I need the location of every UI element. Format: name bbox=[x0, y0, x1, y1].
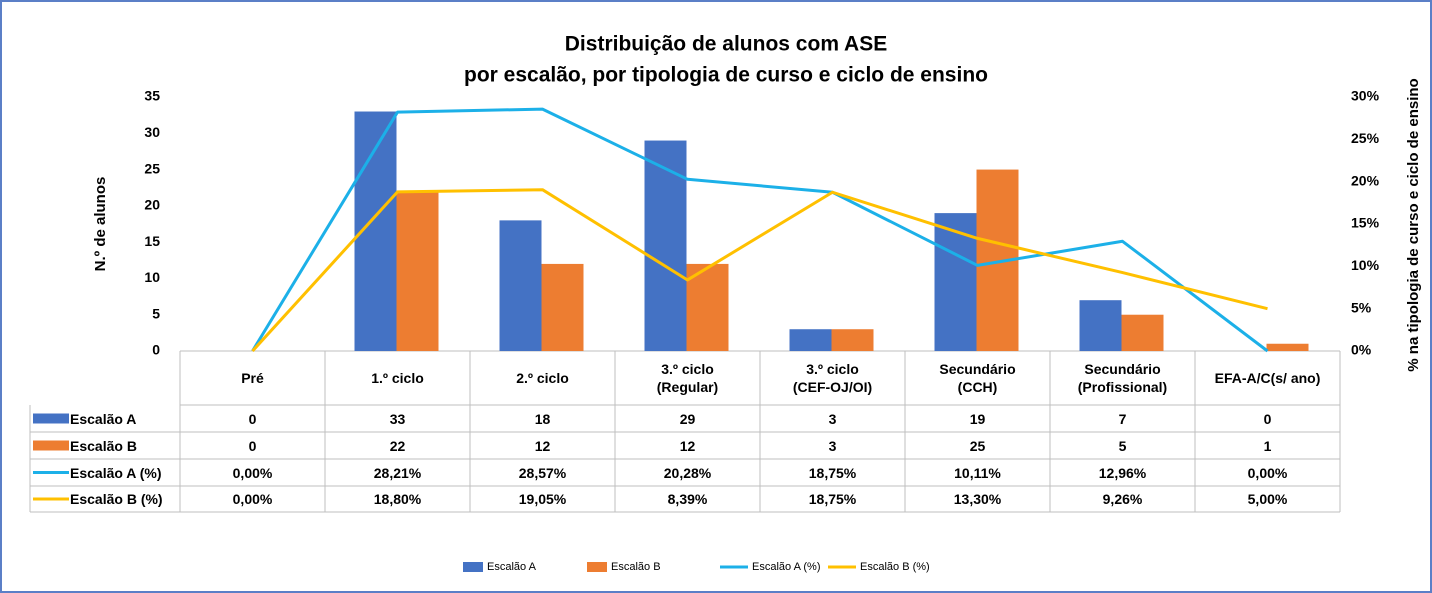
table-cell: 0 bbox=[248, 410, 257, 427]
y2-tick-label: 20% bbox=[1351, 172, 1380, 188]
y2-tick-label: 15% bbox=[1351, 215, 1380, 231]
table-cell: 0,00% bbox=[232, 464, 273, 481]
table-cell: 0,00% bbox=[1247, 464, 1288, 481]
x-tick-label: 1.º ciclo bbox=[371, 370, 424, 386]
table-cell: 0 bbox=[1263, 410, 1272, 427]
bar bbox=[1079, 300, 1122, 351]
legend-key bbox=[463, 562, 483, 572]
table-cell: 12 bbox=[534, 437, 551, 454]
y2-tick-label: 0% bbox=[1351, 342, 1372, 358]
table-cell: 18 bbox=[534, 410, 551, 427]
legend-key bbox=[33, 440, 69, 451]
bar bbox=[831, 329, 874, 351]
bar bbox=[1266, 343, 1309, 351]
table-cell: 28,57% bbox=[518, 464, 567, 481]
table-row-label: Escalão A bbox=[70, 410, 137, 427]
y2-tick-label: 5% bbox=[1351, 299, 1372, 315]
table-cell: 18,80% bbox=[373, 491, 422, 507]
table-cell: 5 bbox=[1118, 437, 1127, 454]
table-cell: 22 bbox=[389, 437, 406, 454]
bar bbox=[499, 220, 542, 351]
table-cell: 3 bbox=[828, 437, 837, 454]
table-cell: 28,21% bbox=[373, 464, 422, 481]
y2-axis-title: % na tipologia de curso e ciclo de ensin… bbox=[1405, 78, 1422, 371]
table-cell: 12 bbox=[679, 437, 696, 454]
y-axis-title: N.º de alunos bbox=[92, 177, 109, 272]
table-cell: 0 bbox=[248, 437, 257, 454]
table-cell: 1 bbox=[1263, 437, 1272, 454]
y-tick-label: 15 bbox=[144, 233, 160, 249]
legend-label: Escalão B bbox=[611, 561, 661, 573]
y-tick-label: 0 bbox=[152, 342, 160, 358]
bar bbox=[1121, 314, 1164, 351]
table-cell: 19 bbox=[969, 410, 986, 427]
legend-label: Escalão B (%) bbox=[860, 561, 930, 573]
bar bbox=[934, 213, 977, 351]
legend-label: Escalão A (%) bbox=[752, 561, 820, 573]
table-cell: 8,39% bbox=[667, 491, 708, 507]
table-cell: 3 bbox=[828, 410, 837, 427]
y-tick-label: 25 bbox=[144, 160, 160, 176]
table-cell: 12,96% bbox=[1098, 464, 1147, 481]
bar bbox=[396, 191, 439, 351]
y2-tick-label: 25% bbox=[1351, 130, 1380, 146]
y-tick-label: 10 bbox=[144, 269, 160, 285]
x-tick-label: Secundário (CCH) bbox=[939, 361, 1016, 395]
x-tick-label: Secundário (Profissional) bbox=[1077, 361, 1168, 395]
table-cell: 29 bbox=[679, 410, 696, 427]
x-tick-label: Pré bbox=[241, 370, 264, 386]
table-cell: 7 bbox=[1118, 410, 1127, 427]
x-tick-label: EFA-A/C(s/ ano) bbox=[1214, 370, 1321, 386]
table-cell: 33 bbox=[389, 410, 406, 427]
x-tick-label: 2.º ciclo bbox=[516, 370, 569, 386]
table-cell: 5,00% bbox=[1247, 491, 1288, 507]
legend-label: Escalão A bbox=[487, 561, 537, 573]
table-cell: 18,75% bbox=[808, 464, 857, 481]
table-cell: 20,28% bbox=[663, 464, 712, 481]
y-tick-label: 35 bbox=[144, 88, 160, 104]
table-cell: 10,11% bbox=[954, 464, 1001, 481]
y-tick-label: 30 bbox=[144, 124, 160, 140]
bar bbox=[686, 263, 729, 351]
table-cell: 19,05% bbox=[518, 491, 567, 507]
table-row-label: Escalão B (%) bbox=[70, 491, 163, 507]
table-row-label: Escalão B bbox=[70, 437, 137, 454]
table-cell: 25 bbox=[969, 437, 986, 454]
y2-tick-label: 30% bbox=[1351, 88, 1380, 104]
legend-key bbox=[33, 413, 69, 424]
x-tick-label: 3.º ciclo (Regular) bbox=[656, 361, 719, 395]
table-cell: 18,75% bbox=[808, 491, 857, 507]
line-series bbox=[251, 107, 1269, 353]
chart-subtitle: por escalão, por tipologia de curso e ci… bbox=[464, 64, 988, 87]
bar bbox=[541, 263, 584, 351]
table-row-label: Escalão A (%) bbox=[70, 464, 162, 481]
chart-title: Distribuição de alunos com ASE bbox=[565, 33, 887, 56]
y-tick-label: 5 bbox=[152, 305, 160, 321]
line-series bbox=[251, 188, 1268, 353]
table-cell: 0,00% bbox=[232, 491, 273, 507]
legend-key bbox=[587, 562, 607, 572]
y-tick-label: 20 bbox=[144, 197, 160, 213]
table-cell: 9,26% bbox=[1102, 491, 1143, 507]
bar bbox=[789, 329, 832, 351]
y2-tick-label: 10% bbox=[1351, 257, 1380, 273]
bar bbox=[644, 140, 687, 351]
x-tick-label: 3.º ciclo (CEF-OJ/OI) bbox=[792, 361, 873, 395]
table-cell: 13,30% bbox=[953, 491, 1002, 507]
